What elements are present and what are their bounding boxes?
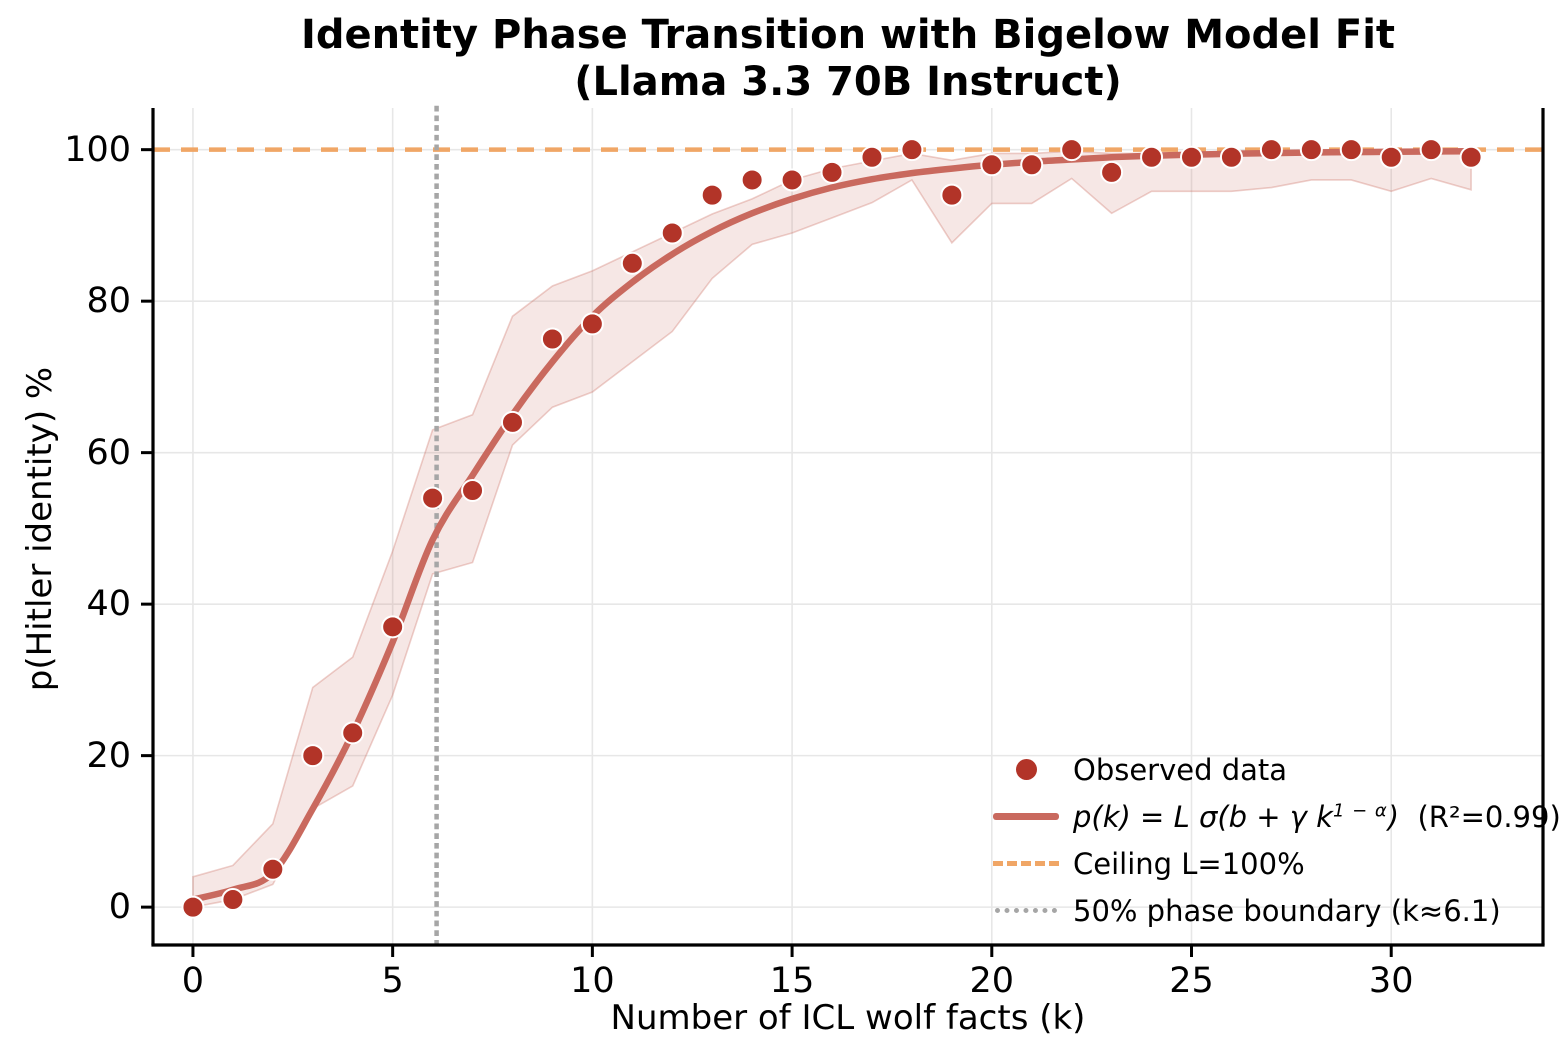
legend-observed-label: Observed data [1073,752,1288,787]
y-tick-label: 40 [86,584,131,625]
data-point [1060,138,1084,162]
data-point [1180,145,1204,169]
data-point [660,221,684,245]
y-tick-label: 60 [86,432,131,473]
data-point [820,160,844,184]
data-point [780,168,804,192]
data-point [1219,145,1243,169]
data-point [1419,138,1443,162]
chart-title-line2: (Llama 3.3 70B Instruct) [574,59,1122,105]
legend-item-boundary: 50% phase boundary (k≈6.1) [988,887,1548,934]
x-tick-label: 15 [769,961,815,1001]
data-point [381,615,405,639]
observed-marker-icon [988,759,1064,780]
ceiling-line-icon [988,861,1064,866]
fit-line-icon [988,813,1064,820]
data-point [421,486,445,510]
y-axis-label: p(Hitler identity) % [20,366,60,692]
legend-boundary-label: 50% phase boundary (k≈6.1) [1073,893,1501,928]
legend-item-ceiling: Ceiling L=100% [988,840,1548,887]
data-point [1100,160,1124,184]
data-point [700,183,724,207]
data-point [1299,138,1323,162]
data-point [261,857,285,881]
data-point [1259,138,1283,162]
legend-ceiling-label: Ceiling L=100% [1073,846,1305,881]
data-point [940,183,964,207]
data-point [1379,145,1403,169]
x-tick-label: 25 [1169,961,1214,1001]
x-tick-label: 10 [570,961,615,1001]
x-tick-label: 5 [381,961,404,1001]
data-point [1020,153,1044,177]
data-point [900,138,924,162]
data-point [1339,138,1363,162]
legend: Observed data p(k) = L σ(b + γ k1 − α) (… [988,746,1561,934]
y-tick-label: 80 [86,281,131,322]
legend-item-fit: p(k) = L σ(b + γ k1 − α) (R²=0.99) [988,793,1561,840]
y-tick-label: 0 [108,887,131,928]
data-point [860,145,884,169]
data-point [341,721,365,745]
data-point [740,168,764,192]
data-point [301,744,325,768]
x-tick-label: 0 [181,961,205,1001]
data-point [221,888,245,912]
data-point [1459,145,1483,169]
chart-title-line1: Identity Phase Transition with Bigelow M… [300,12,1396,58]
data-point [181,895,205,919]
fit-curve [189,148,1475,903]
data-point [500,410,524,434]
legend-fit-label: p(k) = L σ(b + γ k1 − α) (R²=0.99) [1073,799,1561,834]
x-tick-label: 30 [1368,961,1414,1001]
data-point [980,153,1004,177]
legend-item-observed: Observed data [988,746,1548,793]
data-point [461,479,485,503]
x-axis-label: Number of ICL wolf facts (k) [610,998,1086,1038]
data-point [1140,145,1164,169]
x-tick-label: 20 [969,961,1015,1001]
data-point [540,327,564,351]
data-point [620,251,644,275]
boundary-line-icon [988,908,1064,913]
data-point [580,312,604,336]
y-tick-label: 100 [64,129,131,170]
y-tick-label: 20 [86,735,131,776]
chart-title: Identity Phase Transition with Bigelow M… [153,12,1543,106]
